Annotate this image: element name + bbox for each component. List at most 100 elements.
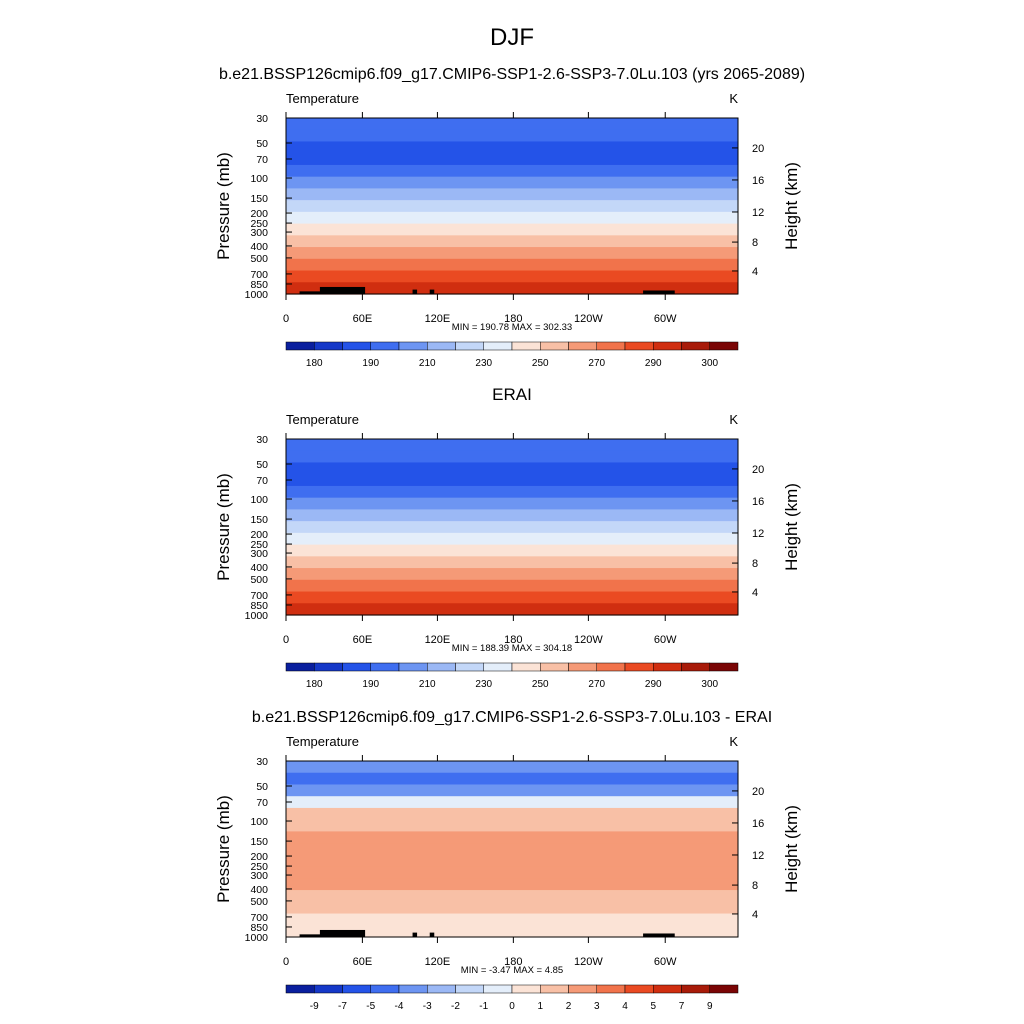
colorbar-swatch xyxy=(398,662,428,672)
right-tick-label: 8 xyxy=(752,880,758,892)
y-axis-label-right: Height (km) xyxy=(782,805,801,893)
colorbar-swatch xyxy=(427,341,456,351)
contour-band xyxy=(286,270,738,283)
y-tick-label: 300 xyxy=(250,548,268,560)
colorbar-label: 5 xyxy=(650,1001,656,1012)
page-title: DJF xyxy=(490,24,534,51)
colorbar-label: 210 xyxy=(419,679,436,690)
y-tick-label: 150 xyxy=(250,193,268,205)
colorbar-swatch xyxy=(285,341,315,351)
colorbar-label: 1 xyxy=(537,1001,543,1012)
y-tick-label: 400 xyxy=(250,562,268,574)
colorbar-swatch xyxy=(624,341,654,351)
y-tick-label: 1000 xyxy=(245,610,269,622)
colorbar-swatch xyxy=(568,341,597,351)
contour-band xyxy=(286,164,738,178)
panel-title: ERAI xyxy=(492,385,532,404)
right-tick-label: 4 xyxy=(752,587,758,599)
topography xyxy=(429,932,435,937)
colorbar: -9 -7 -5 -4 -3 -2 -1 0 1 2 3 4 5 7 9 xyxy=(285,984,739,1012)
colorbar-swatch xyxy=(483,662,513,672)
contour-band xyxy=(286,901,738,915)
y-tick-label: 700 xyxy=(250,269,268,281)
contour-band xyxy=(286,831,738,844)
right-tick-label: 4 xyxy=(752,909,758,921)
right-tick-label: 12 xyxy=(752,207,764,219)
colorbar: 180 190 210 230 250 270 290 300 xyxy=(285,341,739,369)
y-tick-label: 50 xyxy=(256,138,268,150)
y-tick-label: 100 xyxy=(250,494,268,506)
y-tick-label: 1000 xyxy=(245,289,269,301)
variable-label: Temperature xyxy=(286,91,359,106)
x-tick-label: 60E xyxy=(353,313,373,325)
y-tick-label: 200 xyxy=(250,529,268,541)
y-tick-label: 400 xyxy=(250,884,268,896)
right-tick-label: 4 xyxy=(752,266,758,278)
panel-1: b.e21.BSSP126cmip6.f09_g17.CMIP6-SSP1-2.… xyxy=(214,66,805,369)
colorbar-swatch xyxy=(455,662,484,672)
colorbar-swatch xyxy=(483,341,513,351)
topography xyxy=(319,286,366,294)
colorbar-swatch xyxy=(427,662,456,672)
colorbar-label: 0 xyxy=(509,1001,515,1012)
plot-frame xyxy=(285,438,739,616)
y-tick-label: 500 xyxy=(250,896,268,908)
y-tick-label: 850 xyxy=(250,600,268,612)
units-label: K xyxy=(729,91,738,106)
contour-band xyxy=(286,188,738,201)
right-tick-label: 16 xyxy=(752,818,764,830)
colorbar-swatch xyxy=(596,662,626,672)
colorbar-label: -4 xyxy=(395,1001,404,1012)
y-tick-label: 200 xyxy=(250,851,268,863)
colorbar-swatch xyxy=(370,984,400,994)
contour-band xyxy=(286,258,738,272)
colorbar-swatch xyxy=(483,984,513,994)
colorbar-swatch xyxy=(427,984,456,994)
colorbar-swatch xyxy=(455,984,484,994)
y-axis-label-right: Height (km) xyxy=(782,162,801,250)
x-tick-label: 120W xyxy=(574,313,603,325)
colorbar-label: 7 xyxy=(679,1001,685,1012)
topography xyxy=(412,932,418,937)
plot-frame xyxy=(285,117,739,295)
colorbar-swatch xyxy=(653,341,682,351)
panel-title: b.e21.BSSP126cmip6.f09_g17.CMIP6-SSP1-2.… xyxy=(219,66,805,83)
colorbar-label: 270 xyxy=(588,358,605,369)
min-max-stats: MIN = -3.47 MAX = 4.85 xyxy=(461,965,563,976)
colorbar-label: 9 xyxy=(707,1001,713,1012)
x-tick-label: 120W xyxy=(574,634,603,646)
colorbar-swatch xyxy=(511,662,541,672)
colorbar-swatch xyxy=(511,984,541,994)
contour-band xyxy=(286,556,738,569)
y-axis-label: Pressure (mb) xyxy=(214,795,233,903)
topography xyxy=(412,289,418,294)
y-axis-label: Pressure (mb) xyxy=(214,473,233,581)
contour-band xyxy=(286,485,738,499)
colorbar-swatch xyxy=(653,662,682,672)
colorbar-swatch xyxy=(681,662,710,672)
contour-band xyxy=(286,153,738,166)
colorbar-label: 230 xyxy=(475,358,492,369)
y-tick-label: 250 xyxy=(250,218,268,230)
contour-band xyxy=(286,579,738,593)
colorbar-label: 270 xyxy=(588,679,605,690)
contour-band xyxy=(286,521,738,534)
y-tick-label: 500 xyxy=(250,253,268,265)
units-label: K xyxy=(729,734,738,749)
right-tick-label: 12 xyxy=(752,528,764,540)
colorbar-swatch xyxy=(342,984,371,994)
colorbar-label: 300 xyxy=(701,358,718,369)
contour-band xyxy=(286,807,738,821)
y-tick-label: 70 xyxy=(256,797,268,809)
x-tick-label: 120E xyxy=(425,634,451,646)
contour-band xyxy=(286,211,738,225)
y-tick-label: 250 xyxy=(250,861,268,873)
contour-fill xyxy=(286,439,738,616)
contour-band xyxy=(286,890,738,903)
colorbar-swatch xyxy=(596,984,626,994)
topography xyxy=(319,929,366,937)
y-tick-label: 150 xyxy=(250,836,268,848)
y-tick-label: 100 xyxy=(250,173,268,185)
y-tick-label: 1000 xyxy=(245,932,269,944)
colorbar-label: 4 xyxy=(622,1001,628,1012)
